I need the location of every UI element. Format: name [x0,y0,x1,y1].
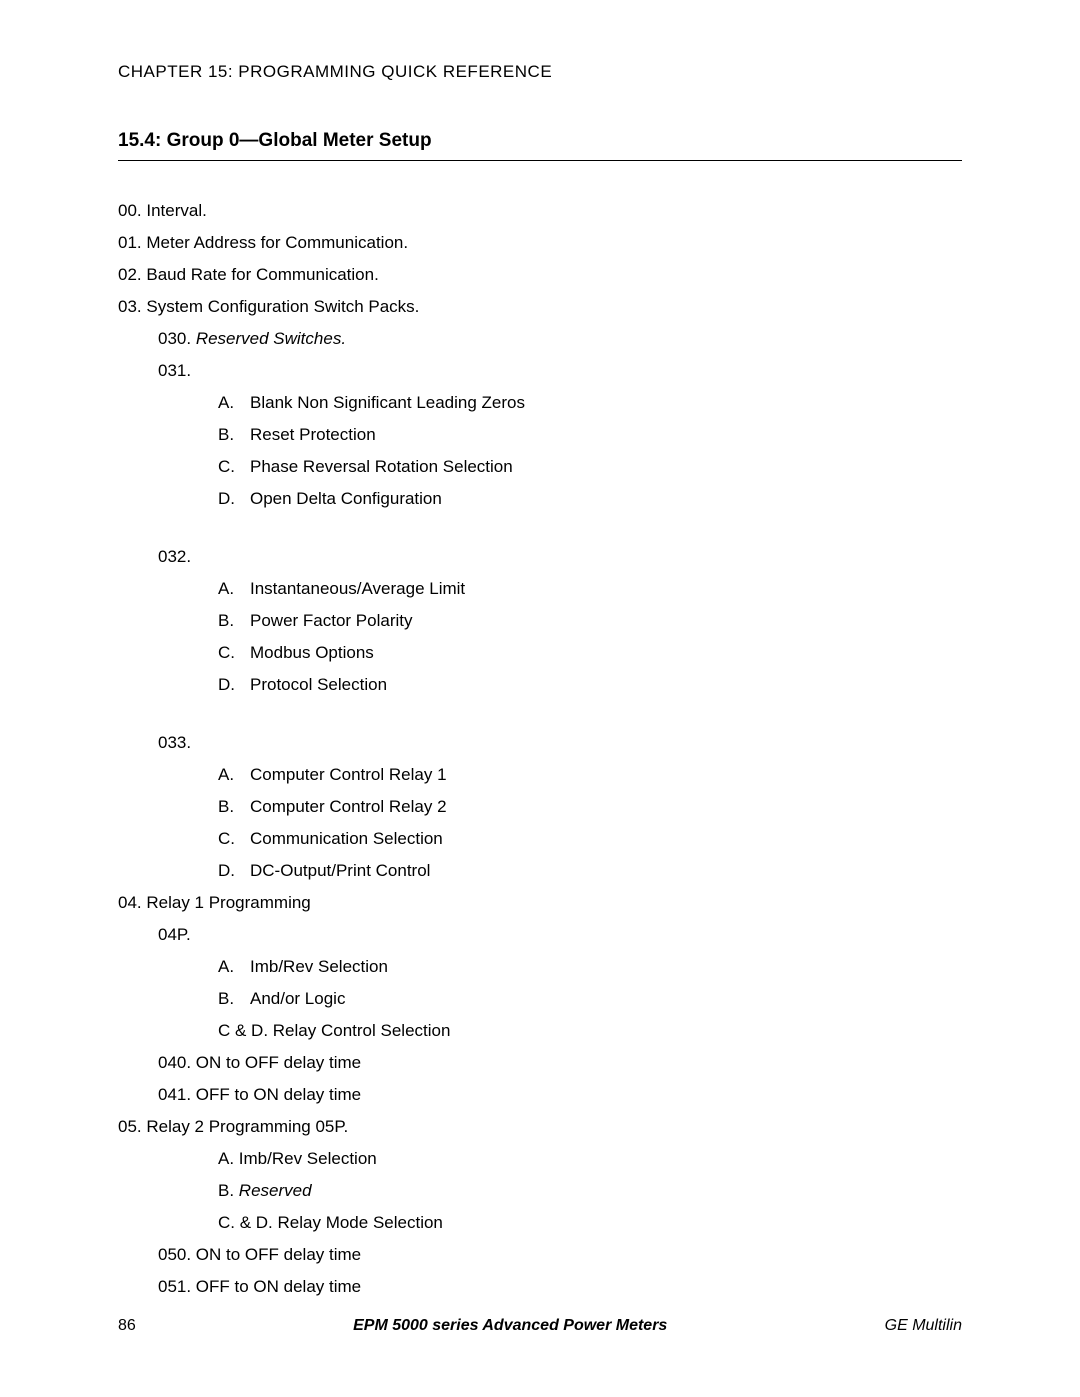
letter-label: B. [218,797,250,817]
sub-item-030-prefix: 030. [158,329,196,348]
page-footer: 86 EPM 5000 series Advanced Power Meters… [118,1317,962,1335]
letter-list-033: A. Computer Control Relay 1 B. Computer … [218,765,962,881]
sub-item-040: 040. ON to OFF delay time [158,1053,962,1073]
letter-label: C. [218,643,250,663]
letter-label: C. [218,457,250,477]
letter-item-032-c: C. Modbus Options [218,643,962,663]
letter-item-031-d: D. Open Delta Configuration [218,489,962,509]
letter-list-032: A. Instantaneous/Average Limit B. Power … [218,579,962,695]
section-title: 15.4: Group 0—Global Meter Setup [118,130,962,161]
item-04: 04. Relay 1 Programming [118,893,962,913]
letter-item-032-d: D. Protocol Selection [218,675,962,695]
letter-list-031: A. Blank Non Significant Leading Zeros B… [218,393,962,509]
footer-page-number: 86 [118,1317,136,1335]
letter-label: A. [218,957,250,977]
letter-label: C. [218,829,250,849]
sub-item-051: 051. OFF to ON delay time [158,1277,962,1297]
letter-text: Computer Control Relay 2 [250,797,447,817]
sub-item-031: 031. [158,361,962,381]
letter-text: Computer Control Relay 1 [250,765,447,785]
sub-item-04P: 04P. [158,925,962,945]
letter-label: B. [218,611,250,631]
letter-text: Communication Selection [250,829,443,849]
item-02: 02. Baud Rate for Communication. [118,265,962,285]
chapter-header: CHAPTER 15: PROGRAMMING QUICK REFERENCE [118,62,962,82]
item-00: 00. Interval. [118,201,962,221]
letter-item-04P-cd: C & D. Relay Control Selection [218,1021,962,1041]
letter-label: A. [218,765,250,785]
letter-text: Phase Reversal Rotation Selection [250,457,513,477]
letter-text: Imb/Rev Selection [250,957,388,977]
letter-text: DC-Output/Print Control [250,861,430,881]
sub-item-041: 041. OFF to ON delay time [158,1085,962,1105]
letter-item-05P-b: B. Reserved [218,1181,962,1201]
letter-item-033-b: B. Computer Control Relay 2 [218,797,962,817]
letter-label: D. [218,489,250,509]
letter-text: Open Delta Configuration [250,489,442,509]
letter-item-033-a: A. Computer Control Relay 1 [218,765,962,785]
letter-item-04P-a: A. Imb/Rev Selection [218,957,962,977]
sub-item-030-italic: Reserved Switches. [196,329,346,348]
letter-item-032-a: A. Instantaneous/Average Limit [218,579,962,599]
letter-item-05P-cd: C. & D. Relay Mode Selection [218,1213,962,1233]
letter-item-033-d: D. DC-Output/Print Control [218,861,962,881]
letter-list-05P: A. Imb/Rev Selection B. Reserved C. & D.… [218,1149,962,1233]
letter-text: Blank Non Significant Leading Zeros [250,393,525,413]
letter-label: B. [218,425,250,445]
letter-item-032-b: B. Power Factor Polarity [218,611,962,631]
letter-text: Power Factor Polarity [250,611,413,631]
letter-text: And/or Logic [250,989,345,1009]
footer-document-title: EPM 5000 series Advanced Power Meters [353,1317,667,1335]
letter-item-031-c: C. Phase Reversal Rotation Selection [218,457,962,477]
letter-item-04P-b: B. And/or Logic [218,989,962,1009]
letter-label: D. [218,675,250,695]
letter-label: D. [218,861,250,881]
letter-list-04P: A. Imb/Rev Selection B. And/or Logic C &… [218,957,962,1041]
letter-05P-b-italic: Reserved [239,1181,312,1200]
sub-item-050: 050. ON to OFF delay time [158,1245,962,1265]
letter-item-031-b: B. Reset Protection [218,425,962,445]
item-05: 05. Relay 2 Programming 05P. [118,1117,962,1137]
letter-item-031-a: A. Blank Non Significant Leading Zeros [218,393,962,413]
item-03: 03. System Configuration Switch Packs. [118,297,962,317]
letter-label: A. [218,579,250,599]
letter-label: A. [218,393,250,413]
letter-item-033-c: C. Communication Selection [218,829,962,849]
sub-item-030: 030. Reserved Switches. [158,329,962,349]
letter-text: Instantaneous/Average Limit [250,579,465,599]
footer-brand: GE Multilin [885,1317,962,1335]
letter-text: Reset Protection [250,425,376,445]
letter-text: Protocol Selection [250,675,387,695]
letter-label: B. [218,989,250,1009]
letter-item-05P-a: A. Imb/Rev Selection [218,1149,962,1169]
letter-05P-b-prefix: B. [218,1181,239,1200]
sub-item-032: 032. [158,547,962,567]
item-01: 01. Meter Address for Communication. [118,233,962,253]
letter-text: Modbus Options [250,643,374,663]
sub-item-033: 033. [158,733,962,753]
